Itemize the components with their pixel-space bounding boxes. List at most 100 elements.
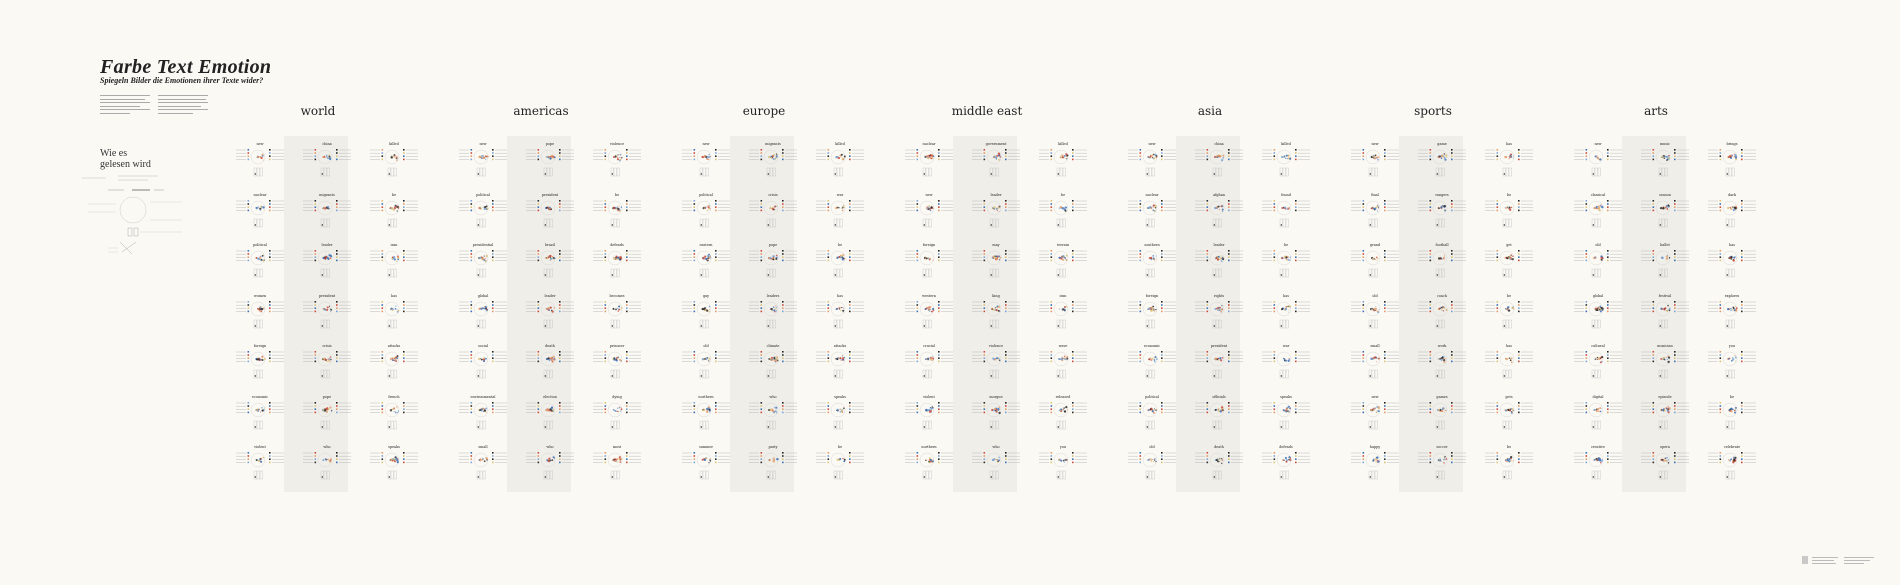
emotion-circle (250, 452, 266, 468)
legend-swatch (381, 202, 384, 205)
word-panel: has (1481, 142, 1543, 182)
legend-swatch (470, 310, 473, 312)
legend-swatch (983, 310, 986, 312)
legend-swatch (470, 209, 473, 211)
legend-swatch (1518, 199, 1520, 202)
legend-swatch (1518, 404, 1520, 407)
legend-swatch (1518, 360, 1520, 363)
emotion-dot (331, 409, 333, 411)
grid-marker (990, 223, 992, 226)
grid-box (543, 218, 547, 227)
emotion-dot (775, 357, 778, 361)
grid-box (992, 319, 996, 328)
emotion-dot (1289, 457, 1292, 459)
grid-box (1374, 268, 1378, 278)
emotion-dot (837, 459, 839, 461)
emotion-dot (619, 209, 621, 211)
legend-swatch (1072, 411, 1074, 413)
legend-swatch (1429, 306, 1432, 309)
emotion-dot (998, 459, 1000, 461)
emotion-dot (548, 207, 552, 210)
emotion-dot (478, 256, 482, 260)
legend-swatch (1451, 404, 1453, 407)
legend-swatch (1451, 209, 1453, 211)
emotion-dot (1063, 409, 1065, 411)
emotion-dot (1066, 355, 1069, 358)
grid-box (326, 369, 330, 379)
word-panel: be (812, 445, 874, 485)
grid-marker (767, 173, 769, 175)
legend-swatch (938, 455, 940, 457)
emotion-dot (619, 458, 621, 460)
emotion-dot (843, 458, 846, 461)
emotion-dot (773, 257, 776, 260)
legend-swatch (626, 209, 628, 211)
emotion-dot (260, 206, 263, 208)
word-label: president (1210, 344, 1228, 348)
emotion-dot (775, 407, 777, 409)
grid-marker (1369, 274, 1371, 276)
emotion-dot (925, 358, 927, 360)
legend-swatch (782, 411, 784, 413)
word-panel: brazil (522, 243, 584, 283)
grid-box (1505, 167, 1509, 177)
emotion-dot (328, 360, 331, 362)
legend-swatch (403, 152, 405, 154)
legend-swatch (1161, 401, 1163, 404)
emotion-dot (322, 459, 325, 462)
grid-box (326, 218, 330, 227)
grid-box (1056, 420, 1060, 429)
emotion-dot (993, 256, 996, 259)
word-label: china (322, 142, 332, 146)
grid-box (1218, 268, 1222, 278)
legend-swatch (1295, 401, 1297, 404)
emotion-dot (1505, 308, 1508, 310)
emotion-glyph (749, 351, 797, 379)
legend-swatch (1295, 404, 1297, 407)
emotion-dot (262, 153, 264, 155)
legend-swatch (626, 401, 628, 404)
legend-swatch (693, 199, 696, 202)
legend-swatch (849, 158, 851, 161)
word-panel: new (455, 142, 517, 182)
legend-swatch (916, 461, 919, 464)
legend-swatch (1206, 256, 1209, 258)
legend-swatch (247, 300, 250, 303)
legend-swatch (1496, 407, 1499, 410)
emotion-dot (1285, 256, 1288, 259)
legend-swatch (537, 404, 540, 407)
emotion-dot (704, 308, 707, 311)
poster-title: Farbe Text Emotion (100, 56, 272, 78)
grid-box (610, 218, 614, 227)
emotion-dot (994, 358, 997, 361)
emotion-glyph (972, 199, 1020, 227)
emotion-glyph (303, 149, 351, 177)
legend-swatch (1451, 407, 1453, 410)
emotion-dot (1511, 357, 1513, 359)
legend-swatch (403, 455, 405, 457)
legend-swatch (1005, 155, 1007, 157)
legend-swatch (1072, 351, 1074, 353)
word-panel: foreign (1124, 294, 1186, 334)
emotion-dot (1220, 458, 1222, 460)
legend-swatch (336, 306, 338, 309)
word-panel: has (1258, 294, 1320, 334)
emotion-dot (1219, 306, 1221, 308)
emotion-dot (616, 158, 620, 161)
grid-box (836, 470, 840, 480)
grid-box (479, 268, 483, 278)
legend-swatch (693, 259, 696, 262)
emotion-dot (1155, 155, 1158, 158)
word-panel: climate (745, 344, 807, 384)
emotion-circle (763, 402, 779, 417)
grid-box (1374, 369, 1378, 379)
emotion-dot (993, 156, 995, 158)
emotion-circle (473, 301, 489, 316)
grid-marker (990, 425, 992, 428)
emotion-circle (1053, 149, 1069, 165)
emotion-circle (384, 452, 400, 468)
legend-swatch (1429, 351, 1432, 353)
grid-box (995, 268, 999, 278)
word-label: violence (988, 344, 1004, 348)
legend-swatch (604, 300, 607, 303)
